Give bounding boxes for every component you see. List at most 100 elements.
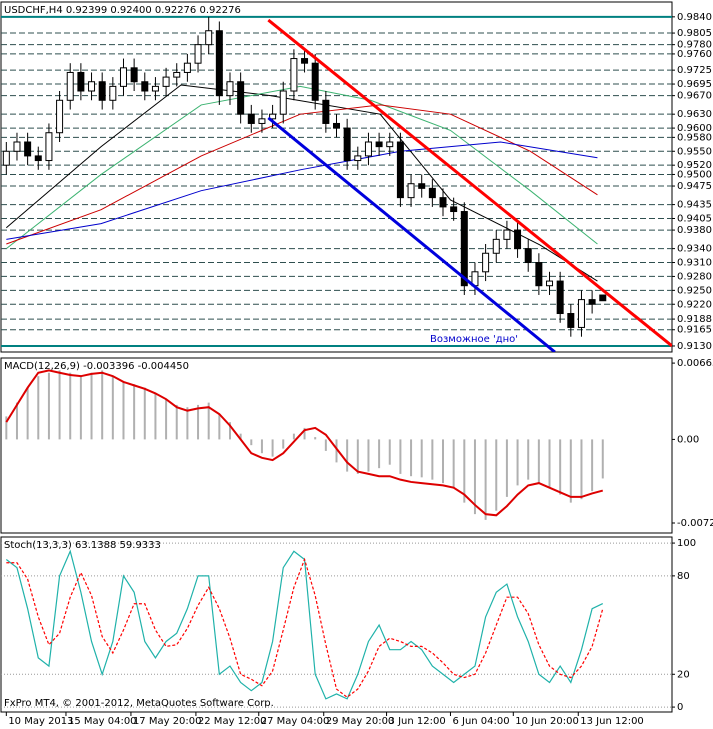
candle-body: [194, 44, 202, 64]
candle-body: [503, 229, 511, 240]
x-tick-label: 15 May 04:00: [68, 716, 137, 727]
moving-average: [6, 85, 598, 250]
candle-body: [311, 62, 319, 101]
y-tick-label: 0.9220: [677, 299, 712, 310]
y-tick-label: 0.9840: [677, 12, 712, 23]
candle-body: [439, 197, 447, 208]
candle-body: [482, 252, 490, 273]
candle-body: [269, 113, 277, 120]
candle-body: [141, 81, 149, 92]
y-tick-label: 0.9550: [677, 146, 712, 157]
candle-body: [599, 294, 607, 302]
candle-body: [567, 313, 575, 328]
y-tick-label: 0: [677, 702, 683, 713]
candle-body: [183, 62, 191, 73]
macd-pane-frame: [0, 357, 673, 534]
y-tick-label: -0.00727: [677, 518, 713, 529]
candle-body: [98, 81, 106, 101]
y-tick-label: 0.9188: [677, 314, 712, 325]
pane-title: USDCHF,H4 0.92399 0.92400 0.92276 0.9227…: [4, 5, 241, 16]
trend-line: [267, 116, 556, 352]
candle-body: [56, 99, 64, 134]
candle-body: [396, 141, 404, 199]
candle-body: [88, 81, 96, 92]
y-tick-label: 0.9630: [677, 109, 712, 120]
trend-line: [267, 18, 672, 348]
candle-body: [226, 81, 234, 97]
candle-body: [77, 71, 85, 92]
y-tick-label: 0.9695: [677, 79, 712, 90]
x-tick-label: 3 Jun 12:00: [389, 716, 446, 727]
y-tick-label: 0.9580: [677, 132, 712, 143]
candle-body: [428, 187, 436, 199]
y-tick-label: 0.9130: [677, 341, 712, 352]
y-tick-label: 0.9760: [677, 49, 712, 60]
signal-line: [5, 369, 604, 517]
pane-title: MACD(12,26,9) -0.003396 -0.004450: [4, 361, 189, 372]
y-tick-label: 0.9435: [677, 200, 712, 211]
x-tick-label: 27 May 04:00: [261, 716, 330, 727]
candle-body: [535, 262, 543, 287]
stoch-line: [6, 557, 604, 698]
y-tick-label: 0.9805: [677, 28, 712, 39]
x-tick-label: 29 May 20:00: [326, 716, 395, 727]
candle-body: [66, 71, 74, 101]
candle-body: [301, 58, 309, 64]
y-tick-label: 0.006637: [677, 358, 713, 369]
candle-body: [247, 113, 255, 124]
y-tick-label: 0.9670: [677, 91, 712, 102]
y-tick-label: 0.9280: [677, 271, 712, 282]
candle-body: [215, 30, 223, 97]
y-tick-label: 0.9500: [677, 169, 712, 180]
candle-body: [258, 118, 266, 124]
y-tick-label: 0.9475: [677, 181, 712, 192]
footer: FxPro MT4, © 2001-2012, MetaQuotes Softw…: [4, 698, 274, 709]
y-tick-label: 0.9600: [677, 123, 712, 134]
y-tick-label: 0.9520: [677, 160, 712, 171]
candle-body: [450, 206, 458, 213]
x-tick-label: 10 May 2013: [8, 716, 73, 727]
stoch-pane-frame: [0, 536, 673, 713]
candle-body: [556, 280, 564, 315]
candle-body: [407, 183, 415, 199]
annotation: Возможное 'дно': [430, 334, 518, 345]
candle-body: [514, 229, 522, 250]
candle-body: [386, 141, 394, 148]
candle-body: [162, 76, 170, 87]
x-tick-label: 10 Jun 20:00: [515, 716, 579, 727]
candle-body: [109, 85, 117, 101]
candle-body: [119, 67, 127, 87]
y-tick-label: 0.9310: [677, 258, 712, 269]
candle-body: [13, 141, 21, 152]
y-tick-label: 80: [677, 571, 690, 582]
y-tick-label: 0.00: [677, 434, 699, 445]
candle-body: [343, 127, 351, 162]
pane: [1, 542, 672, 708]
candle-body: [333, 122, 340, 129]
candle-body: [577, 299, 585, 328]
y-tick-label: 0.9780: [677, 40, 712, 51]
main-pane-frame: [0, 1, 673, 353]
y-tick-label: 0.9725: [677, 65, 712, 76]
x-tick-label: 13 Jun 12:00: [580, 716, 644, 727]
candle-body: [418, 183, 426, 189]
y-tick-label: 0.9340: [677, 244, 712, 255]
x-tick-label: 17 May 20:00: [133, 716, 202, 727]
x-tick-label: 6 Jun 04:00: [452, 716, 509, 727]
candle-body: [45, 132, 53, 162]
candle-body: [460, 211, 468, 287]
candle-body: [237, 81, 245, 115]
candle-body: [546, 280, 554, 287]
candle-body: [364, 141, 372, 157]
candle-body: [322, 99, 330, 124]
candle-body: [173, 71, 181, 78]
candle-body: [34, 155, 42, 162]
candle-body: [2, 150, 10, 166]
candle-body: [279, 90, 287, 115]
x-tick-label: 22 May 12:00: [198, 716, 267, 727]
candle-body: [588, 299, 596, 305]
y-tick-label: 20: [677, 669, 690, 680]
candle-body: [354, 155, 362, 162]
candle-body: [205, 30, 213, 46]
